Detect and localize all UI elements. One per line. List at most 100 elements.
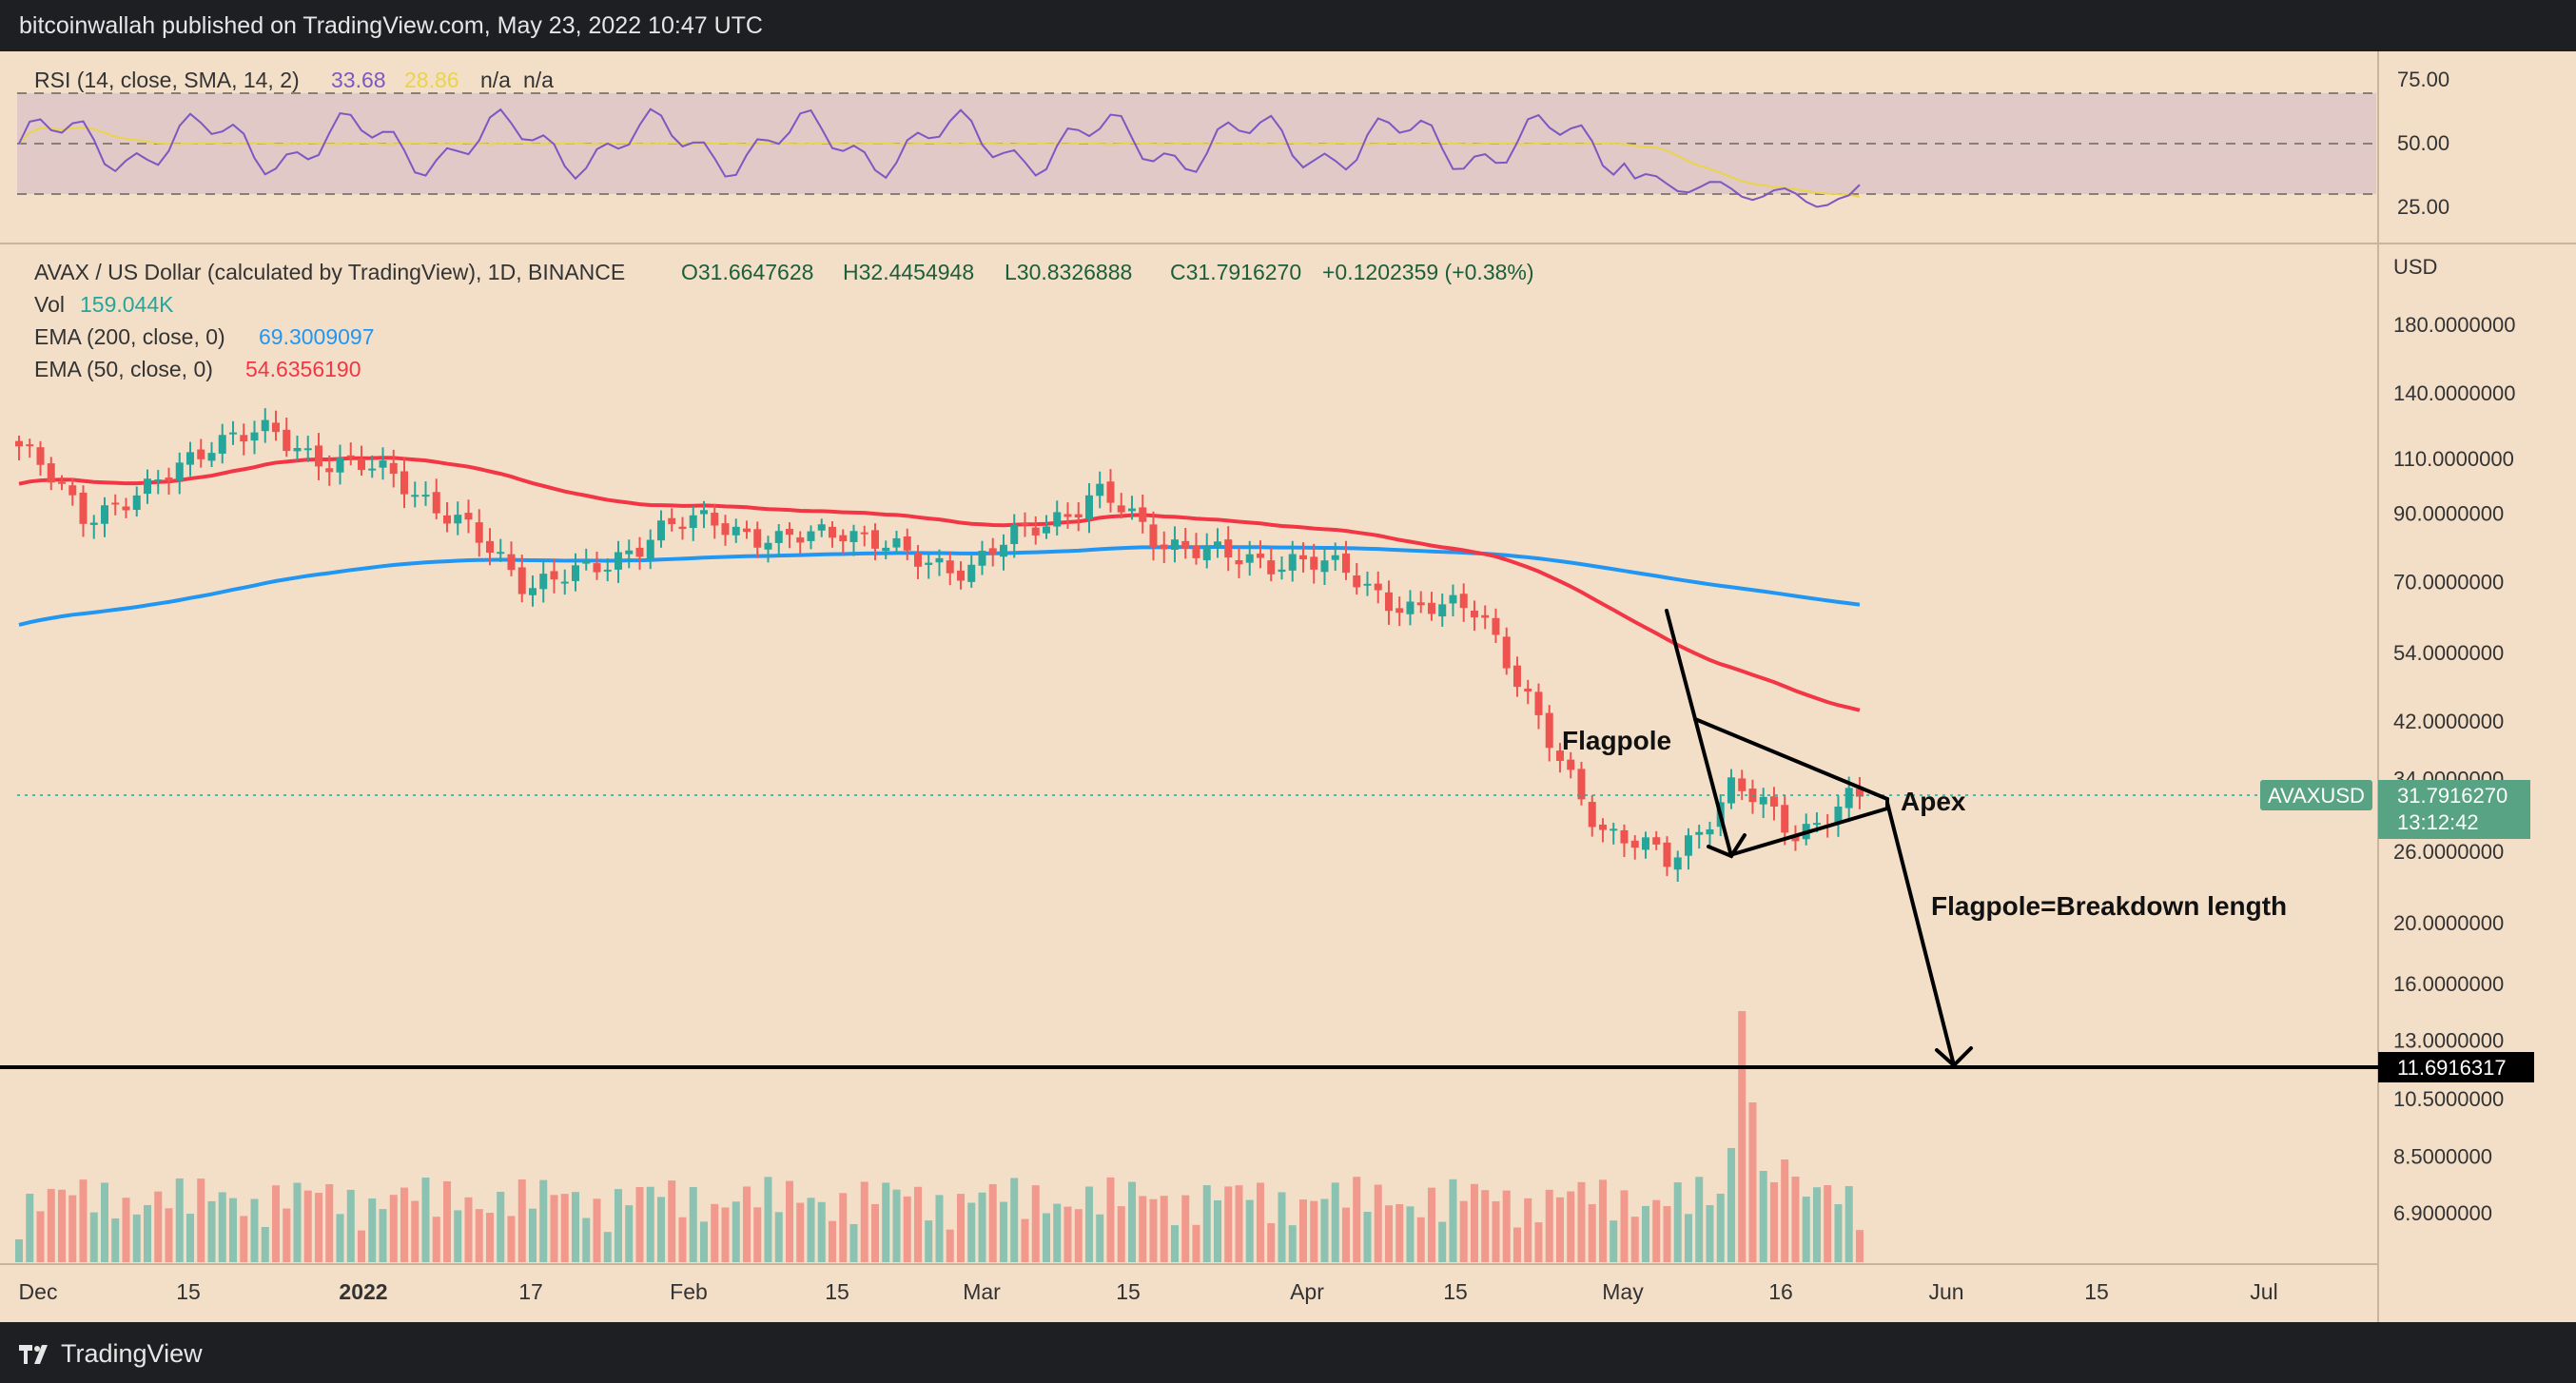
candle-body <box>336 458 344 473</box>
time-axis[interactable]: Dec 15 2022 17 Feb 15 Mar 15 Apr 15 May 16 Jun 15 Jul <box>19 1279 2278 1304</box>
volume-bar <box>892 1189 901 1262</box>
volume-bar <box>849 1223 858 1262</box>
time-tick: 2022 <box>339 1279 387 1304</box>
candle-body <box>860 532 868 535</box>
price-tick: 26.0000000 <box>2393 840 2504 864</box>
candle-body <box>228 432 237 435</box>
volume-bar <box>689 1187 697 1262</box>
volume-bar <box>925 1220 933 1262</box>
ohlc-open: O31.6647628 <box>681 260 813 284</box>
time-tick: 16 <box>1768 1279 1793 1304</box>
rsi-title: RSI (14, close, SMA, 14, 2) <box>34 68 300 92</box>
volume-bar <box>1738 1011 1747 1262</box>
price-tick: 180.0000000 <box>2393 313 2515 337</box>
candle-body <box>560 581 569 584</box>
candle-body <box>1545 712 1553 749</box>
apex-annotation: Apex <box>1901 787 1966 816</box>
volume-bar <box>283 1208 291 1262</box>
volume-bar <box>582 1217 591 1262</box>
rsi-ma-value: 28.86 <box>404 68 459 92</box>
candle-body <box>346 455 355 458</box>
publisher-text: bitcoinwallah published on TradingView.c… <box>19 12 763 39</box>
candle-body <box>293 447 302 452</box>
candle-body <box>1481 614 1490 618</box>
price-tick: 70.0000000 <box>2393 570 2504 594</box>
volume-bar <box>913 1186 922 1262</box>
volume-bar <box>1695 1177 1704 1262</box>
candle-body <box>956 570 965 581</box>
candle-body <box>421 495 430 497</box>
candle-body <box>1844 788 1853 808</box>
candle-body <box>828 526 836 538</box>
candle-body <box>582 560 591 564</box>
candle-body <box>261 419 269 432</box>
price-tick: 6.9000000 <box>2393 1201 2492 1225</box>
tradingview-logo[interactable]: TradingView <box>19 1339 203 1369</box>
candle-body <box>1620 829 1629 844</box>
candle-body <box>913 553 922 567</box>
candle-body <box>442 515 451 524</box>
volume-bar <box>1492 1200 1500 1262</box>
candle-body <box>47 463 55 483</box>
volume-bar <box>47 1189 55 1262</box>
volume-bar <box>1502 1190 1511 1262</box>
volume-bar <box>593 1198 601 1262</box>
candle-body <box>1331 555 1339 560</box>
candle-body <box>550 571 558 580</box>
candle-body <box>1630 840 1639 848</box>
candle-body <box>1855 789 1864 797</box>
candle-body <box>925 562 933 565</box>
rsi-extra-1: n/a <box>480 68 511 92</box>
volume-bar <box>1588 1204 1596 1262</box>
price-chart[interactable]: RSI (14, close, SMA, 14, 2) 33.68 28.86 … <box>0 51 2576 1322</box>
price-tick: 140.0000000 <box>2393 381 2515 405</box>
candle-body <box>154 479 163 482</box>
candle-body <box>100 505 108 524</box>
candle-body <box>1170 539 1179 551</box>
current-symbol-box <box>2260 780 2372 810</box>
volume-bar <box>1192 1224 1200 1262</box>
volume-bar <box>1855 1230 1864 1262</box>
volume-bar <box>154 1191 163 1262</box>
volume-bar <box>935 1195 944 1262</box>
volume-bar <box>485 1213 494 1262</box>
volume-bar <box>614 1189 622 1262</box>
volume-bar <box>999 1201 1007 1262</box>
candle-body <box>1524 688 1532 692</box>
candle-body <box>978 551 986 566</box>
volume-bar <box>528 1208 537 1262</box>
price-tick: 42.0000000 <box>2393 710 2504 733</box>
candle-body <box>1031 527 1040 536</box>
candle-body <box>1042 526 1050 534</box>
vol-value: 159.044K <box>80 292 174 317</box>
volume-bar <box>1834 1204 1843 1262</box>
candle-body <box>132 495 141 511</box>
candle-body <box>122 506 130 511</box>
volume-bar <box>497 1191 505 1262</box>
volume-bar <box>1652 1199 1661 1262</box>
candle-body <box>1459 594 1468 609</box>
candle-body <box>1555 750 1564 761</box>
candle-body <box>711 513 719 526</box>
candle-body <box>1534 692 1543 715</box>
flagpole-arrowhead <box>1707 833 1747 859</box>
publisher-header: bitcoinwallah published on TradingView.c… <box>0 0 2576 51</box>
volume-bar <box>475 1209 483 1262</box>
candle-body <box>1363 583 1372 586</box>
candle-body <box>1341 553 1350 574</box>
volume-bar <box>336 1214 344 1262</box>
price-tick: 90.0000000 <box>2393 502 2504 526</box>
volume-bar <box>132 1214 141 1262</box>
candle-body <box>1470 610 1478 618</box>
currency-label: USD <box>2393 255 2437 279</box>
pennant-drawing[interactable] <box>1665 609 1973 1068</box>
candle-body <box>839 535 848 542</box>
candle-body <box>1673 857 1682 870</box>
volume-bar <box>539 1179 548 1262</box>
candle-body <box>1834 806 1843 824</box>
volume-bar <box>1759 1171 1767 1262</box>
volume-bar <box>560 1194 569 1262</box>
volume-bar <box>903 1196 911 1262</box>
volume-bar <box>764 1177 772 1262</box>
volume-bar <box>346 1189 355 1262</box>
